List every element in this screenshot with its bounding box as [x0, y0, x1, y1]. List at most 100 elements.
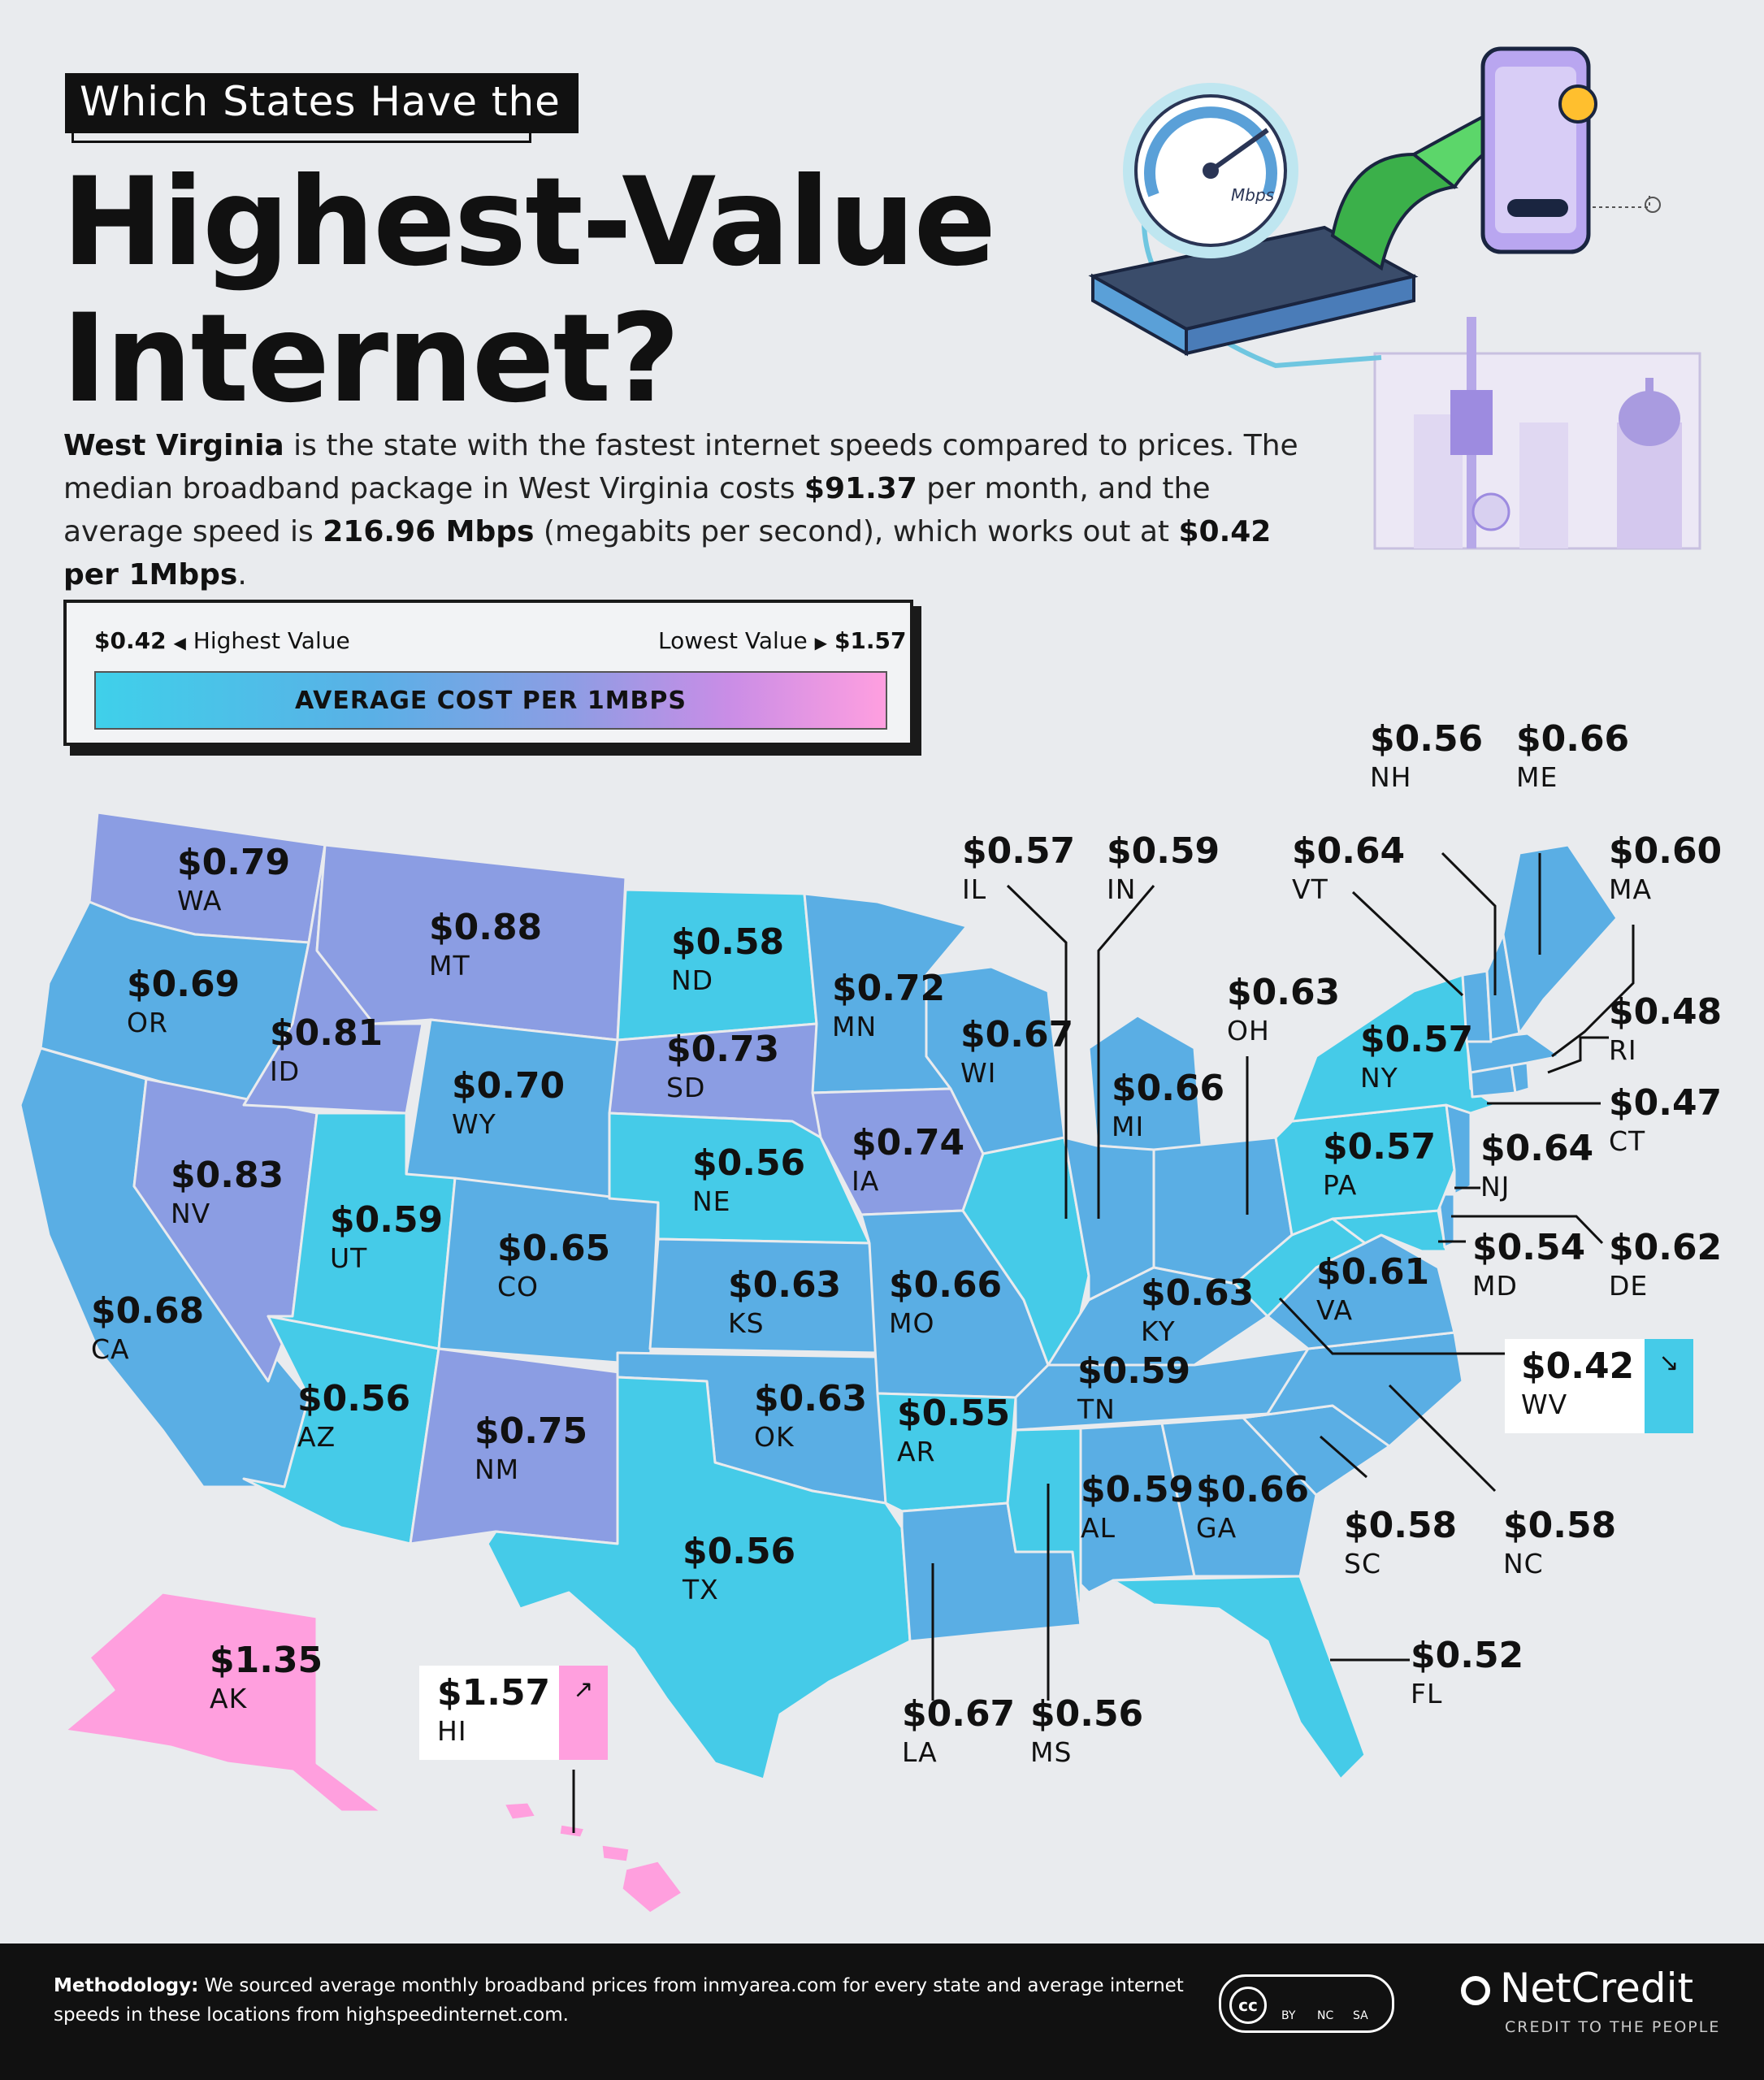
abbr-NH: NH — [1370, 761, 1412, 793]
legend-color-bar: AVERAGE COST PER 1MBPS — [94, 671, 887, 730]
abbr-HI: HI — [437, 1715, 467, 1747]
label-OR: $0.69 OR — [127, 967, 240, 1038]
value-WA: $0.79 — [177, 842, 291, 883]
state-TX — [486, 1376, 912, 1781]
label-OH: $0.63 OH — [1227, 972, 1341, 1045]
label-IN: $0.59 IN — [1107, 830, 1220, 905]
label-ID: $0.81 ID — [270, 1012, 384, 1087]
label-MA: $0.60 MA — [1609, 830, 1723, 905]
value-WY: $0.70 — [452, 1065, 566, 1107]
abbr-DE: DE — [1609, 1270, 1649, 1302]
label-FL: $0.52 FL — [1411, 1635, 1524, 1708]
abbr-MI: MI — [1112, 1111, 1145, 1142]
abbr-MS: MS — [1030, 1736, 1073, 1768]
value-CA: $0.68 — [91, 1290, 205, 1332]
abbr-NC: NC — [1503, 1548, 1544, 1580]
label-SC: $0.58 SC — [1344, 1508, 1457, 1580]
label-NE: $0.56 NE — [692, 1142, 806, 1217]
value-OH: $0.63 — [1227, 972, 1341, 1013]
internet-illustration: Mbps — [1088, 46, 1701, 550]
abbr-IN: IN — [1107, 873, 1137, 905]
abbr-VA: VA — [1316, 1294, 1354, 1326]
value-MA: $0.60 — [1609, 830, 1723, 872]
label-PA: $0.57 PA — [1323, 1126, 1437, 1199]
intro-paragraph: West Virginia is the state with the fast… — [63, 424, 1331, 596]
value-KS: $0.63 — [728, 1264, 842, 1306]
state-RI — [1510, 1061, 1531, 1094]
city-skyline-icon — [1373, 317, 1701, 550]
value-IL: $0.57 — [962, 830, 1076, 872]
abbr-SC: SC — [1344, 1548, 1381, 1580]
speed-gauge-icon: Mbps — [1123, 83, 1298, 258]
abbr-KS: KS — [728, 1307, 765, 1339]
abbr-ID: ID — [270, 1055, 301, 1087]
abbr-MD: MD — [1472, 1270, 1518, 1302]
intro-text-2: per month, and the average speed is — [63, 472, 1211, 548]
value-MS: $0.56 — [1030, 1693, 1144, 1735]
value-WI: $0.67 — [960, 1014, 1074, 1055]
value-NE: $0.56 — [692, 1142, 806, 1184]
arrow-up-right-icon: ↗ — [559, 1666, 608, 1760]
abbr-TX: TX — [683, 1574, 719, 1606]
label-WY: $0.70 WY — [452, 1068, 565, 1138]
abbr-SD: SD — [666, 1072, 706, 1103]
abbr-MA: MA — [1609, 873, 1653, 905]
label-MN: $0.72 MN — [832, 971, 945, 1042]
abbr-NJ: NJ — [1480, 1171, 1510, 1202]
abbr-AL: AL — [1081, 1512, 1116, 1544]
legend-bar-label: AVERAGE COST PER 1MBPS — [294, 686, 687, 715]
value-SD: $0.73 — [666, 1029, 780, 1070]
page-title: Highest-Value Internet? — [62, 154, 996, 430]
value-FL: $0.52 — [1411, 1635, 1524, 1676]
methodology-label: Methodology: — [54, 1975, 199, 1996]
abbr-MN: MN — [832, 1011, 878, 1042]
label-NH: $0.56 NH — [1370, 722, 1483, 791]
value-PA: $0.57 — [1323, 1126, 1437, 1168]
abbr-NE: NE — [692, 1185, 731, 1217]
abbr-IL: IL — [962, 873, 987, 905]
abbr-OR: OR — [127, 1007, 168, 1038]
label-WA: $0.79 WA — [177, 842, 291, 915]
callout-arrows — [572, 852, 1635, 1833]
value-MI: $0.66 — [1112, 1068, 1225, 1109]
value-ID: $0.81 — [270, 1012, 384, 1054]
value-CO: $0.65 — [497, 1228, 611, 1269]
legend-max-value: $1.57 — [834, 627, 907, 654]
arrow-down-right-icon: ↘ — [1645, 1339, 1693, 1433]
abbr-CA: CA — [91, 1333, 130, 1365]
abbr-KY: KY — [1141, 1315, 1176, 1347]
value-IN: $0.59 — [1107, 830, 1220, 872]
value-CT: $0.47 — [1609, 1082, 1723, 1124]
abbr-CO: CO — [497, 1271, 540, 1302]
intro-per-mbps: $0.42 per 1Mbps — [63, 515, 1272, 592]
abbr-NM: NM — [475, 1454, 520, 1485]
label-CO: $0.65 CO — [497, 1228, 611, 1302]
label-KY: $0.63 KY — [1141, 1276, 1254, 1347]
abbr-LA: LA — [902, 1736, 938, 1768]
cc-sa-label: SA — [1353, 2009, 1368, 2022]
cc-by-label: BY — [1281, 2009, 1296, 2022]
label-AL: $0.59 AL — [1081, 1472, 1194, 1544]
state-ME — [1502, 843, 1619, 1035]
abbr-TN: TN — [1077, 1393, 1116, 1425]
triangle-right-icon: ▶ — [814, 633, 828, 652]
label-HI: $1.57 HI — [437, 1675, 550, 1747]
value-NJ: $0.64 — [1480, 1128, 1594, 1169]
label-TX: $0.56 TX — [683, 1534, 795, 1606]
label-CT: $0.47 CT — [1609, 1086, 1722, 1155]
label-GA: $0.66 GA — [1196, 1472, 1309, 1542]
abbr-VT: VT — [1292, 873, 1328, 905]
intro-state: West Virginia — [63, 429, 284, 462]
value-NY: $0.57 — [1360, 1019, 1474, 1060]
phone-icon — [1480, 46, 1661, 254]
value-ND: $0.58 — [671, 921, 785, 963]
title-line-2: Internet? — [62, 288, 680, 430]
label-IA: $0.74 IA — [852, 1125, 964, 1195]
value-NH: $0.56 — [1370, 718, 1484, 760]
label-LA: $0.67 LA — [902, 1696, 1015, 1766]
label-MT: $0.88 MT — [429, 910, 542, 980]
label-SD: $0.73 SD — [666, 1029, 780, 1103]
label-ME: $0.66 ME — [1516, 722, 1629, 791]
value-AZ: $0.56 — [297, 1378, 411, 1419]
intro-text-1: is the state with the fastest internet s… — [63, 429, 1298, 505]
